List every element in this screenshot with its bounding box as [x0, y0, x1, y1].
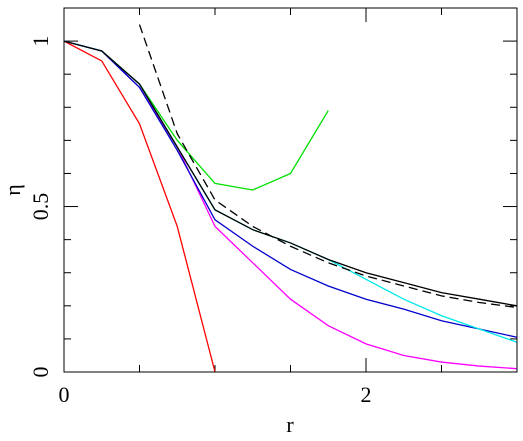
- y-tick-label: 0.5: [28, 193, 53, 221]
- x-tick-label: 0: [59, 382, 70, 407]
- plot-frame: [63, 7, 518, 373]
- y-tick-label: 0: [28, 367, 53, 378]
- curve: [64, 40, 517, 338]
- curve: [64, 40, 517, 307]
- curve: [64, 40, 517, 370]
- x-tick-label: 2: [361, 382, 372, 407]
- curve: [138, 24, 517, 309]
- y-tick-label: 1: [28, 36, 53, 47]
- x-axis-label: r: [286, 412, 294, 437]
- y-axis-label: η: [0, 184, 25, 196]
- curve: [64, 40, 216, 372]
- curve: [64, 40, 517, 343]
